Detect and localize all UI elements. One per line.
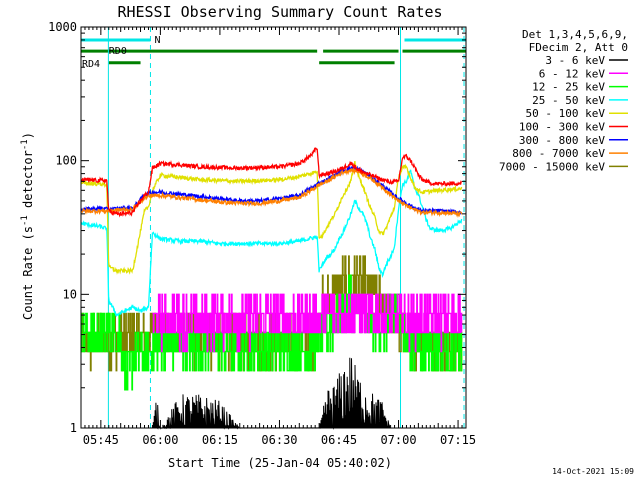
y-tick-label: 100	[55, 154, 77, 168]
legend-entry-label: 25 - 50 keV	[532, 94, 605, 107]
y-label-text: Count Rate (s	[21, 226, 35, 320]
y-label-text: detector	[21, 150, 35, 215]
y-label-exponent: -1	[20, 139, 30, 150]
plot-frame	[80, 26, 467, 429]
legend: Det 1,3,4,5,6,9,FDecim 2, Att 03 - 6 keV…	[499, 28, 628, 173]
flag-label-rd4: RD4	[82, 59, 100, 70]
y-tick-label: 1000	[48, 20, 77, 34]
chart-title: RHESSI Observing Summary Count Rates	[117, 3, 442, 21]
x-tick-label: 07:15	[440, 433, 476, 447]
flag-label-rd0: RD0	[109, 46, 127, 57]
x-tick-label: 06:30	[261, 433, 297, 447]
flag-label-n: N	[154, 35, 160, 46]
legend-entry-label: 3 - 6 keV	[545, 54, 605, 67]
timestamp: 14-Oct-2021 15:09	[552, 467, 634, 476]
x-tick-label: 06:15	[202, 433, 238, 447]
legend-entry-label: 7000 - 15000 keV	[499, 160, 605, 173]
series-line-6-12-kev	[152, 293, 463, 353]
series-line-800-7000-kev	[80, 167, 463, 218]
x-tick-label: 05:45	[83, 433, 119, 447]
x-tick-label: 06:45	[321, 433, 357, 447]
series-line-25-50-kev	[80, 169, 463, 318]
y-axis-label: Count Rate (s-1 detector-1)	[20, 132, 35, 320]
legend-entry-label: 300 - 800 keV	[519, 134, 605, 147]
y-label-text: )	[21, 132, 35, 139]
axes: 1 10 100 1000 05:45 06:00 06:15 06:30 06:45 07:00…	[48, 20, 476, 447]
series-line-100-300-kev	[80, 147, 463, 218]
x-tick-label: 07:00	[380, 433, 416, 447]
y-tick-label: 10	[63, 287, 77, 301]
legend-entry-label: 800 - 7000 keV	[512, 147, 605, 160]
event-lines	[107, 27, 465, 428]
series-group	[80, 147, 463, 430]
y-tick-label: 1	[70, 421, 77, 435]
legend-header: FDecim 2, Att 0	[529, 41, 628, 54]
mode-flags: N RD0 RD4	[81, 35, 466, 70]
legend-entry-label: 6 - 12 keV	[539, 67, 606, 80]
legend-entry-label: 50 - 100 keV	[526, 107, 606, 120]
x-tick-label: 06:00	[142, 433, 178, 447]
legend-header: Det 1,3,4,5,6,9,	[522, 28, 628, 41]
y-label-exponent: -1	[20, 215, 30, 226]
x-axis-label: Start Time (25-Jan-04 05:40:02)	[168, 456, 392, 470]
legend-entry-label: 100 - 300 keV	[519, 121, 605, 134]
legend-entry-label: 12 - 25 keV	[532, 81, 605, 94]
